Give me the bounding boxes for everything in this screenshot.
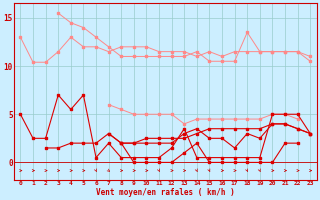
X-axis label: Vent moyen/en rafales ( km/h ): Vent moyen/en rafales ( km/h ) [96, 188, 235, 197]
